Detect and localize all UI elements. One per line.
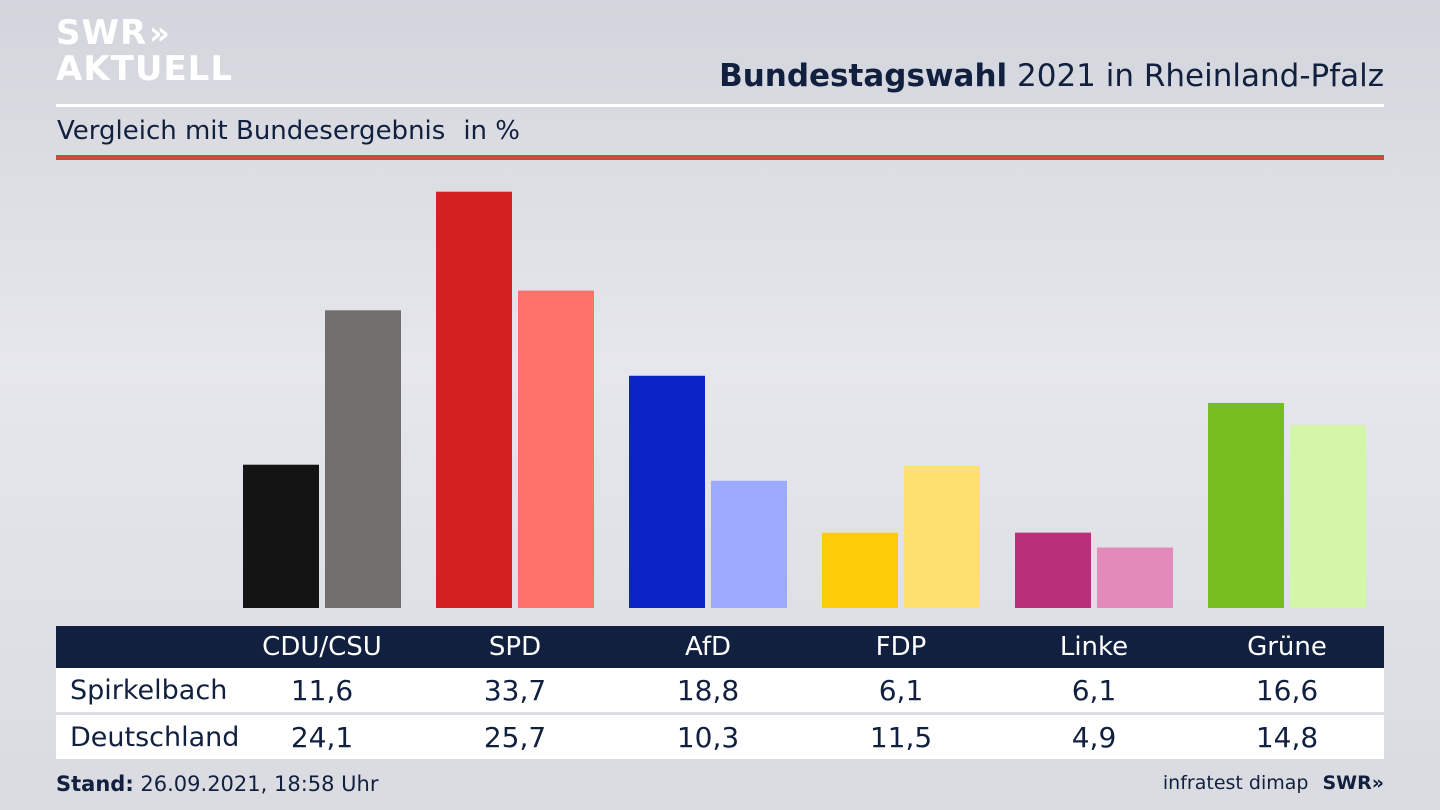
subtitle-divider xyxy=(56,155,1384,160)
bar-gr-ne-deutschland xyxy=(1290,425,1366,608)
stand-label: Stand: xyxy=(56,772,134,796)
bar-linke-spirkelbach xyxy=(1015,532,1091,608)
table-cell: 33,7 xyxy=(483,673,547,707)
table-row-deutschland: Deutschland 24,1 25,7 10,3 11,5 4,9 14,8 xyxy=(56,715,1384,759)
table-cell: 24,1 xyxy=(290,720,354,754)
table-cell: 18,8 xyxy=(676,673,740,707)
table-row-spirkelbach: Spirkelbach 11,6 33,7 18,8 6,1 6,1 16,6 xyxy=(56,668,1384,712)
timestamp: Stand: 26.09.2021, 18:58 Uhr xyxy=(56,772,379,796)
logo-swr-text: SWR xyxy=(56,13,148,53)
row-label: Deutschland xyxy=(70,721,240,753)
bar-chart xyxy=(243,191,1366,608)
source-text: infratest dimap xyxy=(1162,772,1309,794)
column-header: CDU/CSU xyxy=(262,632,382,662)
swr-aktuell-logo: SWR» AKTUELL xyxy=(56,16,233,86)
bar-afd-deutschland xyxy=(711,480,787,608)
table-cell: 10,3 xyxy=(676,720,740,754)
swr-logo: SWR» xyxy=(1322,772,1384,794)
chart-subtitle: Vergleich mit Bundesergebnis in % xyxy=(57,116,520,146)
bar-spd-deutschland xyxy=(518,290,594,608)
column-header: AfD xyxy=(684,632,732,662)
table-cell: 6,1 xyxy=(1071,673,1117,707)
bar-afd-spirkelbach xyxy=(629,375,705,608)
logo-chevron-icon: » xyxy=(149,14,169,52)
bar-fdp-spirkelbach xyxy=(822,532,898,608)
page-title: Bundestagswahl 2021 in Rheinland-Pfalz xyxy=(719,58,1384,94)
table-cell: 11,6 xyxy=(290,673,354,707)
logo-aktuell-text: AKTUELL xyxy=(56,49,234,89)
title-bold: Bundestagswahl xyxy=(719,58,1008,94)
column-header: FDP xyxy=(875,632,927,662)
table-cell: 14,8 xyxy=(1255,720,1319,754)
results-table: CDU/CSU SPD AfD FDP Linke Grüne Spirkelbach 1… xyxy=(56,626,1384,759)
row-label: Spirkelbach xyxy=(70,674,228,706)
table-cell: 6,1 xyxy=(878,673,924,707)
subtitle-text: Vergleich mit Bundesergebnis xyxy=(57,116,446,146)
bar-gr-ne-spirkelbach xyxy=(1208,402,1284,608)
bar-fdp-deutschland xyxy=(904,465,980,608)
column-header: Linke xyxy=(1059,632,1129,662)
stand-value: 26.09.2021, 18:58 Uhr xyxy=(133,772,379,796)
column-header: Grüne xyxy=(1247,632,1327,662)
bar-cdu-csu-spirkelbach xyxy=(243,464,319,608)
column-header: SPD xyxy=(488,632,542,662)
title-rest: 2021 in Rheinland-Pfalz xyxy=(1007,58,1384,94)
table-cell: 25,7 xyxy=(483,720,547,754)
table-cell: 11,5 xyxy=(869,720,933,754)
bar-cdu-csu-deutschland xyxy=(325,310,401,608)
source-credit: infratest dimap SWR» xyxy=(1163,772,1384,794)
bar-linke-deutschland xyxy=(1097,547,1173,608)
unit-label: in % xyxy=(463,116,520,146)
bar-spd-spirkelbach xyxy=(436,191,512,608)
header-divider xyxy=(56,104,1384,107)
table-header: CDU/CSU SPD AfD FDP Linke Grüne xyxy=(56,626,1384,668)
table-cell: 4,9 xyxy=(1071,720,1117,754)
table-cell: 16,6 xyxy=(1255,673,1319,707)
